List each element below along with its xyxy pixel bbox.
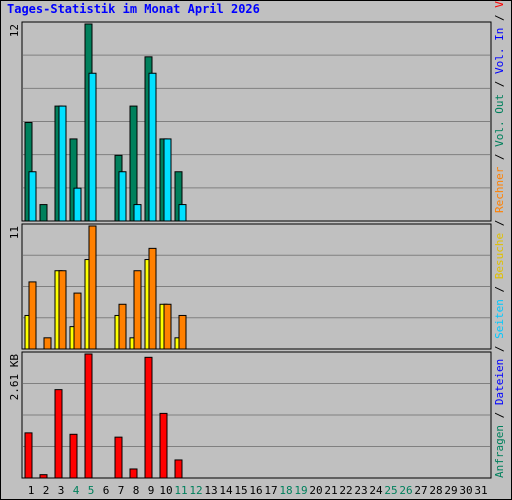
x-tick-label: 27 (414, 484, 427, 497)
x-tick-label: 25 (384, 484, 397, 497)
bar-volumen (114, 436, 123, 479)
right-legend: Anfragen / Dateien / Seiten / Besuche / … (493, 0, 506, 478)
bar-rechner (88, 225, 97, 350)
x-tick-label: 5 (88, 484, 95, 497)
legend-segment: / (493, 279, 506, 299)
legend-segment: Anfragen (493, 425, 506, 478)
legend-segment: / (493, 339, 506, 359)
x-tick-label: 12 (189, 484, 202, 497)
x-tick-label: 6 (103, 484, 110, 497)
bar-volumen (84, 353, 93, 479)
x-tick-label: 24 (369, 484, 383, 497)
bar-dateien (118, 171, 127, 222)
bar-rechner (58, 270, 67, 350)
x-tick-label: 17 (264, 484, 277, 497)
x-tick-label: 2 (43, 484, 50, 497)
legend-segment: Vol. Out (493, 94, 506, 147)
x-tick-label: 11 (174, 484, 187, 497)
bar-dateien (178, 204, 187, 222)
x-tick-label: 31 (474, 484, 487, 497)
bar-rechner (148, 247, 157, 350)
bar-rechner (163, 303, 172, 350)
bar-dateien (73, 187, 82, 222)
x-tick-label: 23 (354, 484, 367, 497)
legend-segment: Vol. In (493, 28, 506, 74)
x-tick-label: 29 (444, 484, 457, 497)
bar-volumen (39, 474, 48, 479)
legend-segment: Volumen (493, 0, 506, 8)
y-max-label-volume: 2.61 KB (8, 354, 21, 401)
legend-segment: / (493, 74, 506, 94)
panel-border-visits (21, 223, 492, 350)
legend-segment: Rechner (493, 166, 506, 213)
x-tick-label: 7 (118, 484, 125, 497)
bar-rechner (28, 281, 37, 350)
bar-rechner (133, 270, 142, 350)
bar-volumen (144, 356, 153, 479)
bar-volumen (159, 412, 168, 479)
legend-segment: Dateien (493, 359, 506, 405)
bar-dateien (88, 72, 97, 222)
panel-border-hits (21, 21, 492, 222)
legend-segment: Seiten (493, 299, 506, 339)
bar-volumen (24, 432, 33, 479)
x-tick-label: 9 (148, 484, 155, 497)
bar-dateien (133, 204, 142, 222)
bar-volumen (174, 459, 183, 479)
x-tick-label: 3 (58, 484, 65, 497)
legend-segment: / (493, 8, 506, 28)
x-tick-label: 20 (309, 484, 322, 497)
bar-dateien (163, 138, 172, 222)
legend-segment: / (493, 405, 506, 425)
y-max-label-visits: 11 (8, 226, 21, 239)
y-max-label-hits: 12 (8, 24, 21, 37)
bar-rechner (118, 303, 127, 350)
chart-title: Tages-Statistik im Monat April 2026 (7, 2, 260, 16)
x-tick-label: 4 (73, 484, 80, 497)
bar-rechner (73, 292, 82, 350)
x-tick-label: 16 (249, 484, 262, 497)
bar-volumen (69, 433, 78, 479)
bar-dateien (58, 105, 67, 222)
x-tick-label: 28 (429, 484, 442, 497)
x-tick-label: 14 (219, 484, 233, 497)
x-tick-label: 13 (204, 484, 217, 497)
bar-rechner (43, 337, 52, 350)
x-tick-label: 30 (459, 484, 472, 497)
x-tick-label: 15 (234, 484, 247, 497)
legend-segment: / (493, 147, 506, 167)
x-tick-label: 22 (339, 484, 352, 497)
bar-anfragen (39, 204, 48, 222)
bar-dateien (28, 171, 37, 222)
x-tick-label: 10 (159, 484, 172, 497)
x-tick-label: 1 (28, 484, 35, 497)
bar-rechner (178, 314, 187, 350)
bar-volumen (129, 468, 138, 479)
x-tick-label: 21 (324, 484, 337, 497)
x-tick-label: 18 (279, 484, 292, 497)
bar-dateien (148, 72, 157, 222)
panel-border-volume (21, 351, 492, 479)
bar-volumen (54, 389, 63, 479)
bar-anfragen (129, 105, 138, 222)
legend-segment: / (493, 213, 506, 233)
x-tick-label: 19 (294, 484, 307, 497)
x-tick-label: 8 (133, 484, 140, 497)
x-tick-label: 26 (399, 484, 412, 497)
legend-segment: Besuche (493, 233, 506, 279)
